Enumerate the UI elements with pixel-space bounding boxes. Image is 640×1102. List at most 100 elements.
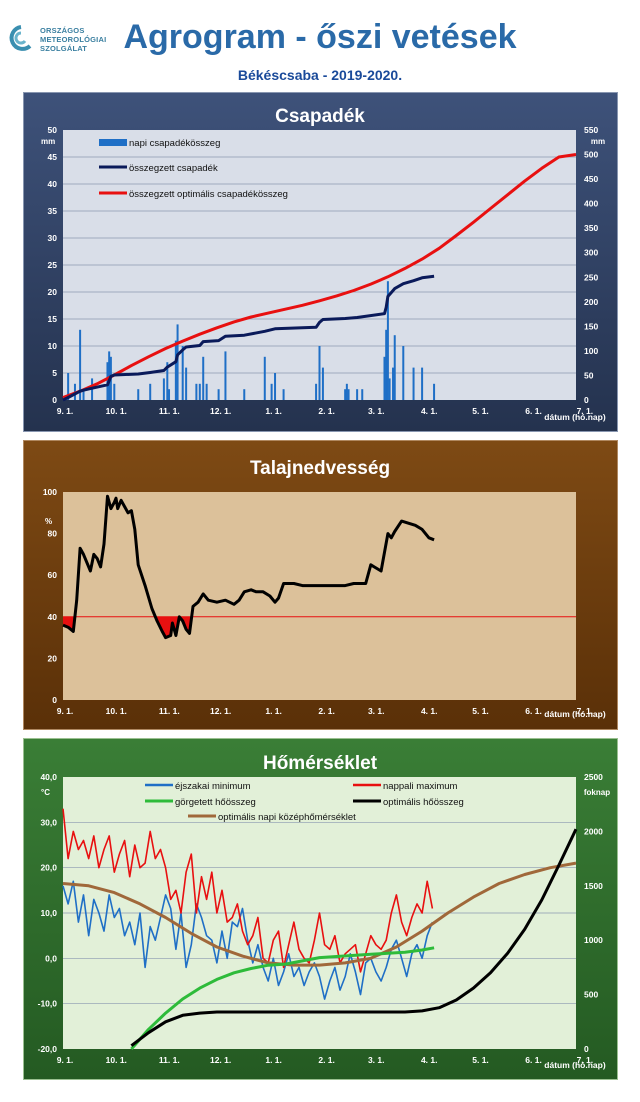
x-tick-label: 5. 1. — [472, 706, 489, 716]
legend-daily-precip: napi csapadékösszeg — [129, 138, 220, 149]
y-left-tick-label: 40 — [48, 612, 58, 622]
daily-precip-bar — [137, 389, 140, 400]
x-tick-label: 4. 1. — [421, 1055, 438, 1065]
daily-precip-bar — [198, 383, 201, 400]
x-tick-label: 2. 1. — [318, 406, 335, 416]
optimal-mean-temp-line — [62, 861, 577, 967]
y-right-tick-label: 500 — [584, 150, 598, 160]
temperature-panel: Hőmérséklet -20,0 -10,0 0,0 10,0 20,0 30,0 40,… — [23, 738, 618, 1080]
temperature-x-axis-label: dátum (hó.nap) — [544, 1060, 606, 1070]
daily-precip-bar — [205, 383, 208, 400]
y-left-tick-label: -10,0 — [38, 999, 58, 1009]
daily-precip-bar — [274, 373, 277, 400]
y-right-tick-label: 550 — [584, 125, 598, 135]
x-tick-label: 5. 1. — [472, 406, 489, 416]
x-tick-label: 5. 1. — [472, 1055, 489, 1065]
page-subtitle: Békéscsaba - 2019-2020. — [237, 67, 403, 83]
x-tick-label: 7. 1. — [577, 706, 594, 716]
optimal-cumulative-precip-line — [62, 153, 577, 399]
daily-precip-bar — [315, 383, 318, 400]
y-left-tick-label: 50 — [48, 125, 58, 135]
legend-optimal-mean-temp: optimális napi középhőmérséklet — [218, 812, 356, 823]
precipitation-lines — [62, 153, 577, 402]
x-tick-label: 11. 1. — [159, 406, 180, 416]
temperature-right-unit: foknap — [584, 788, 610, 797]
daily-precip-bar — [388, 378, 391, 400]
logo-text-line3: SZOLGÁLAT — [40, 44, 88, 53]
daily-precip-bar — [383, 356, 386, 400]
y-right-tick-label: 0 — [584, 395, 589, 405]
temperature-x-ticks: 9. 1. 10. 1. 11. 1. 12. 1. 1. 1. 2. 1. 3. 1. 4.… — [57, 1055, 593, 1065]
y-left-tick-label: 25 — [48, 260, 58, 270]
x-tick-label: 1. 1. — [265, 706, 282, 716]
x-tick-label: 1. 1. — [265, 1055, 282, 1065]
optimal-heat-sum-line — [130, 828, 578, 1047]
y-right-tick-label: 50 — [584, 370, 594, 380]
legend-rolling-heat-sum: görgetett hőösszeg — [175, 797, 256, 808]
precipitation-x-ticks: 9. 1. 10. 1. 11. 1. 12. 1. 1. 1. 2. 1. 3. 1. 4.… — [57, 406, 593, 416]
y-right-tick-label: 250 — [584, 272, 598, 282]
y-right-tick-label: 2500 — [584, 772, 603, 782]
y-left-tick-label: 35 — [48, 206, 58, 216]
y-left-tick-label: 100 — [43, 487, 57, 497]
daily-precip-bar — [433, 383, 436, 400]
precipitation-right-unit: mm — [591, 137, 605, 146]
daily-precip-bar — [344, 389, 347, 400]
daily-precip-bar — [181, 346, 184, 400]
temperature-right-ticks: 0 500 1000 1500 2000 2500 — [584, 772, 603, 1054]
precipitation-chart: Csapadék 0 5 10 15 20 25 30 35 40 45 50 0 50 100 150 2… — [23, 92, 618, 432]
y-left-tick-label: 20 — [48, 287, 58, 297]
legend-cumulative-precip: összegzett csapadék — [129, 163, 218, 174]
y-left-tick-label: -20,0 — [38, 1044, 58, 1054]
daily-precip-bar — [113, 383, 116, 400]
daily-precip-bar — [176, 324, 179, 400]
y-left-tick-label: 30,0 — [40, 817, 57, 827]
daily-precip-bar — [149, 383, 152, 400]
daily-precip-bar — [318, 346, 321, 400]
omsz-logo: ORSZÁGOS METEOROLÓGIAI SZOLGÁLAT — [8, 22, 138, 58]
y-left-tick-label: 10 — [48, 341, 58, 351]
y-right-tick-label: 200 — [584, 297, 598, 307]
moisture-deficit-area — [63, 616, 75, 632]
daily-precip-bar — [347, 389, 350, 400]
soil-moisture-line — [62, 494, 435, 640]
x-tick-label: 11. 1. — [159, 706, 180, 716]
y-right-tick-label: 2000 — [584, 826, 603, 836]
x-tick-label: 1. 1. — [265, 406, 282, 416]
y-right-tick-label: 1500 — [584, 881, 603, 891]
daily-precip-bar — [321, 367, 324, 400]
daily-precip-bar — [185, 367, 188, 400]
y-right-tick-label: 400 — [584, 199, 598, 209]
daily-precip-bar — [270, 383, 273, 400]
y-left-tick-label: 15 — [48, 314, 58, 324]
temperature-legend: éjszakai minimum nappali maximum görgete… — [145, 781, 464, 823]
x-tick-label: 6. 1. — [525, 406, 542, 416]
temperature-left-unit: °C — [41, 788, 50, 797]
precipitation-title: Csapadék — [275, 106, 365, 127]
daily-precip-bar — [345, 383, 348, 400]
y-left-tick-label: 40,0 — [40, 772, 57, 782]
soil-moisture-left-ticks: 0 20 40 60 80 100 — [43, 487, 57, 705]
daily-precip-bar — [224, 351, 227, 400]
temperature-chart: Hőmérséklet -20,0 -10,0 0,0 10,0 20,0 30,0 40,… — [23, 738, 618, 1080]
temperature-title: Hőmérséklet — [263, 753, 378, 774]
daily-precip-bar — [67, 373, 70, 400]
daily-precip-bar — [385, 329, 388, 400]
daily-precip-bar — [356, 389, 359, 400]
precipitation-legend: napi csapadékösszeg összegzett csapadék … — [99, 138, 288, 200]
y-right-tick-label: 500 — [584, 990, 598, 1000]
daily-precip-bar — [263, 356, 266, 400]
y-right-tick-label: 100 — [584, 346, 598, 356]
soil-moisture-unit: % — [45, 517, 52, 526]
legend-night-min: éjszakai minimum — [175, 781, 251, 792]
x-tick-label: 11. 1. — [159, 1055, 180, 1065]
y-right-tick-label: 450 — [584, 174, 598, 184]
x-tick-label: 7. 1. — [577, 1055, 594, 1065]
x-tick-label: 12. 1. — [210, 406, 231, 416]
x-tick-label: 9. 1. — [57, 1055, 74, 1065]
x-tick-label: 3. 1. — [368, 706, 385, 716]
precipitation-left-ticks: 0 5 10 15 20 25 30 35 40 45 50 — [48, 125, 58, 405]
daily-precip-bar — [168, 389, 171, 400]
temperature-lines — [62, 808, 578, 1050]
logo-text-line1: ORSZÁGOS — [40, 26, 85, 35]
